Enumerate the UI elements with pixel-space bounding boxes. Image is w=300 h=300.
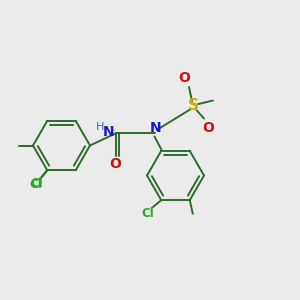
Text: Cl: Cl <box>29 178 42 191</box>
Text: S: S <box>188 98 199 112</box>
Text: O: O <box>202 121 214 134</box>
Text: N: N <box>150 121 162 135</box>
Text: O: O <box>178 71 190 85</box>
Text: Cl: Cl <box>30 177 43 190</box>
Text: O: O <box>110 158 122 171</box>
Text: N: N <box>103 125 115 139</box>
Text: Cl: Cl <box>141 207 154 220</box>
Text: H: H <box>96 122 104 133</box>
